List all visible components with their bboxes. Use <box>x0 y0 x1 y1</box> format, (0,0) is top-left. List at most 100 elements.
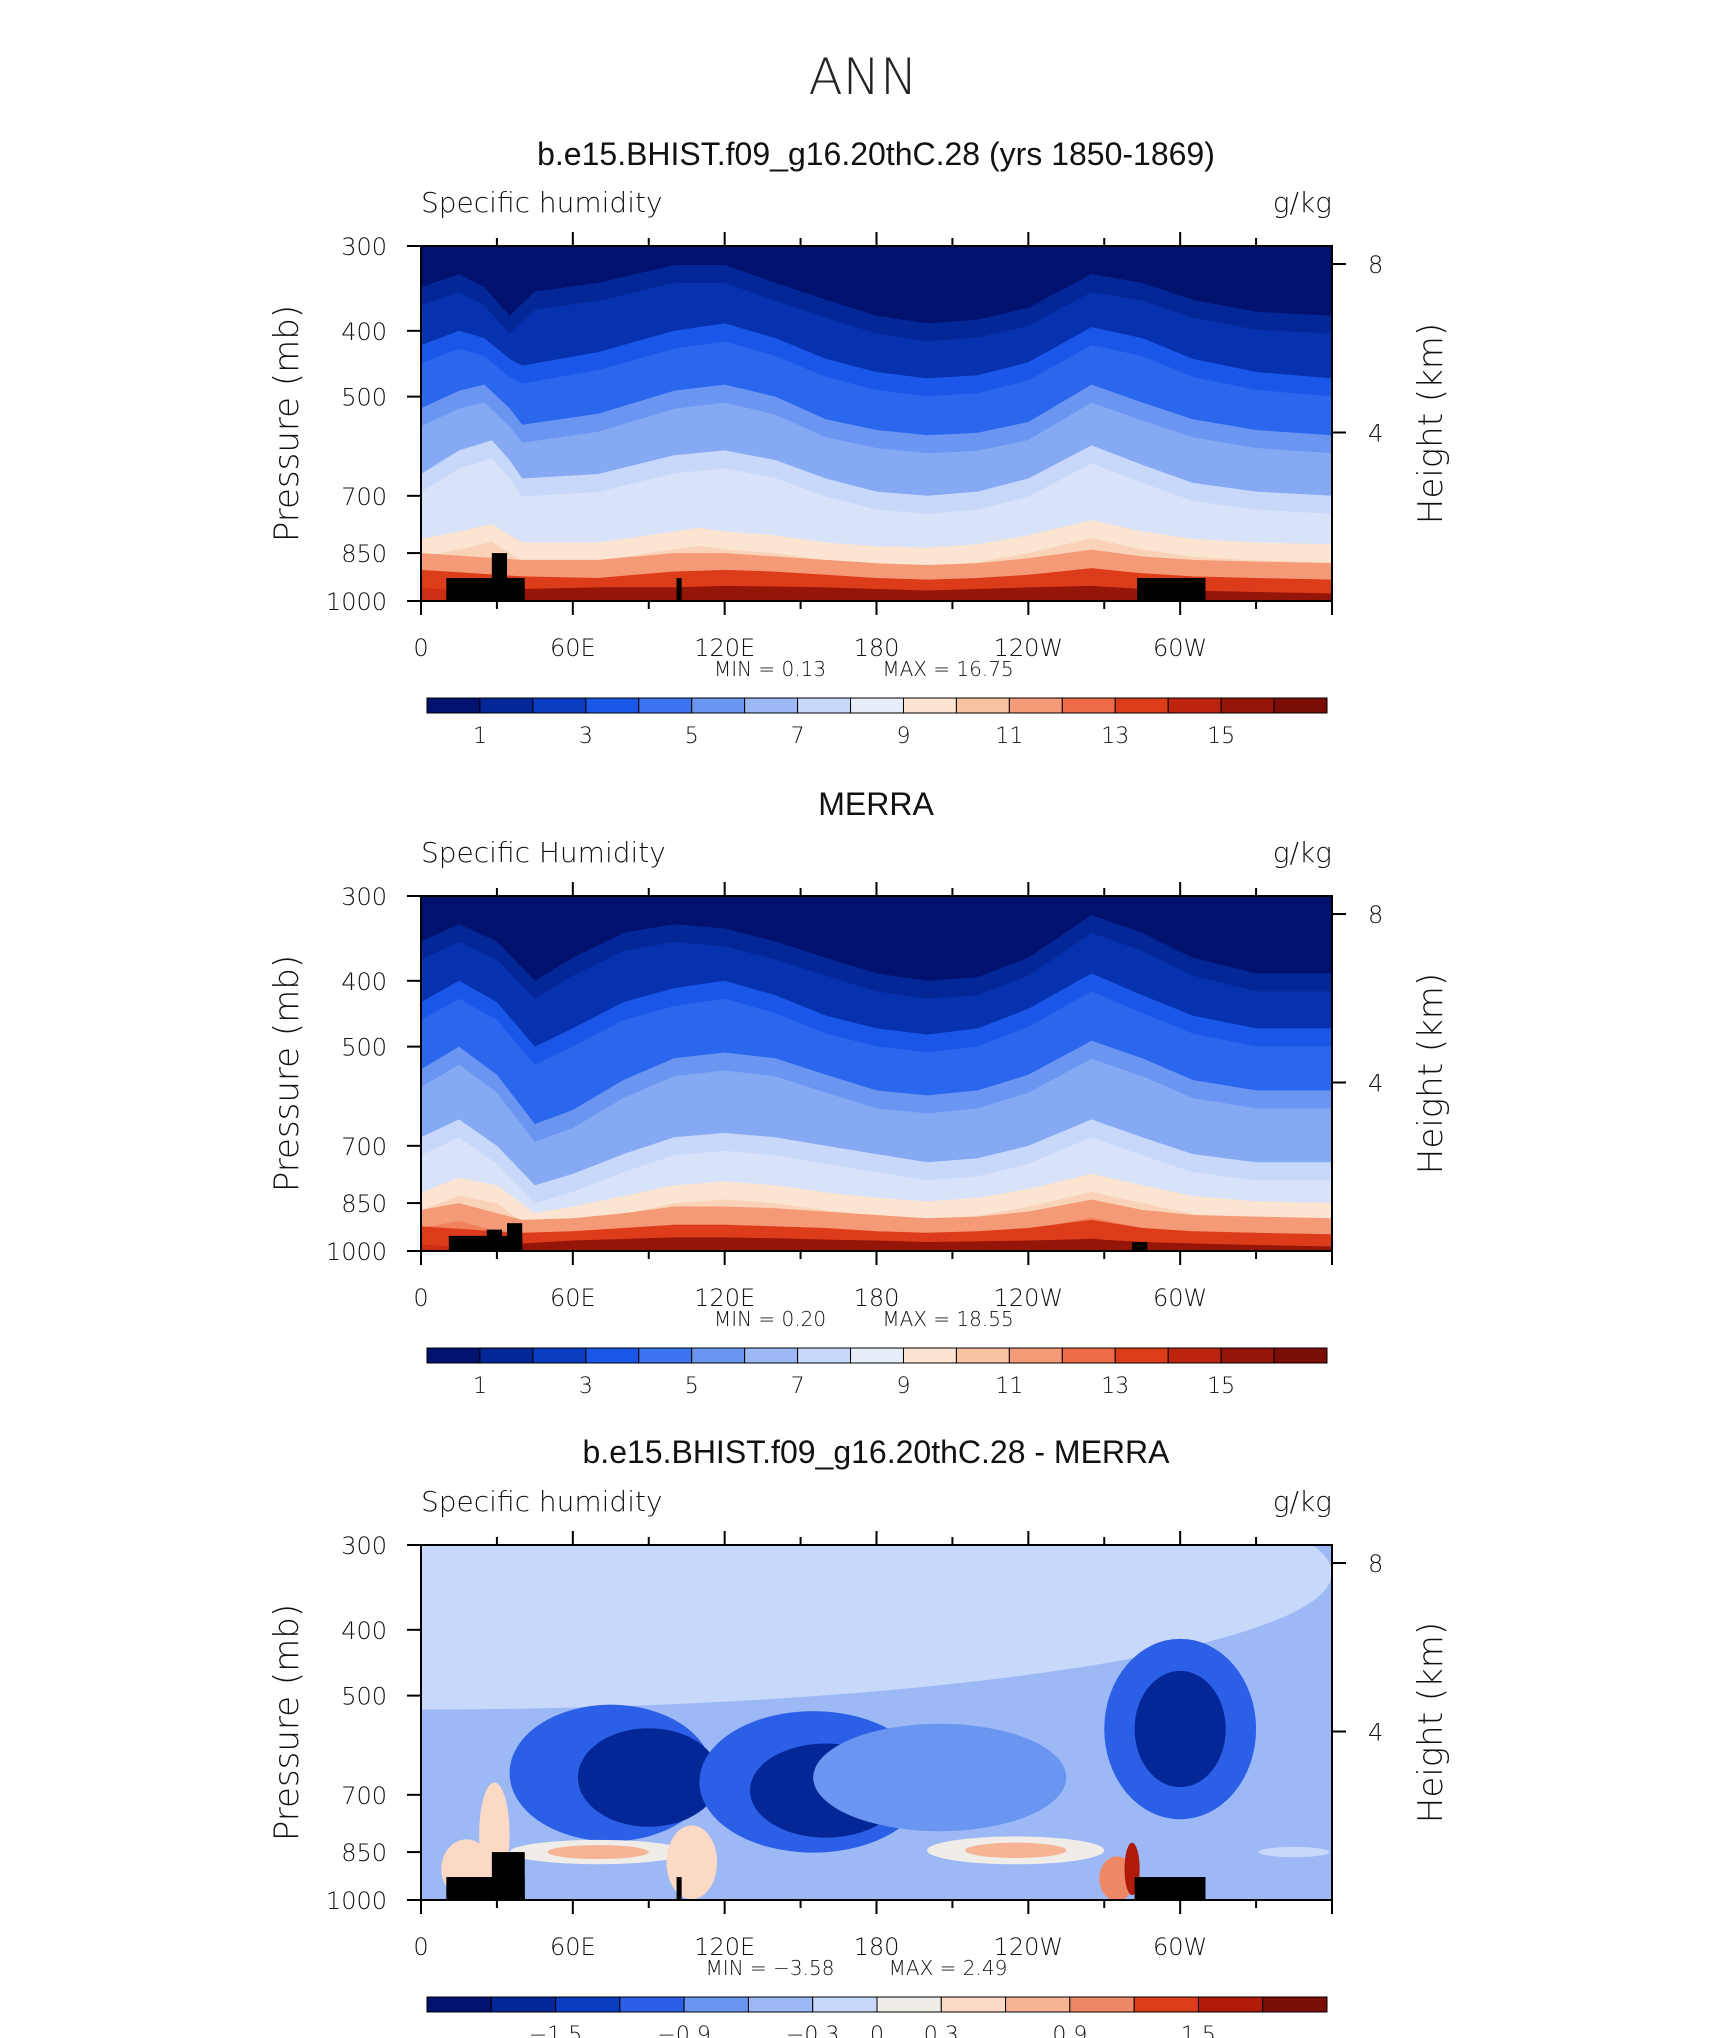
colorbar-box <box>638 697 693 714</box>
colorbar-label: 15 <box>1207 1374 1235 1399</box>
y-tick-label: 300 <box>341 883 387 911</box>
x-tick-label: 180 <box>854 634 900 662</box>
x-tick-label: 60E <box>550 634 596 662</box>
colorbar-label: 7 <box>791 1374 805 1399</box>
x-tick-label: 120E <box>694 1284 755 1312</box>
y-tick-label: 300 <box>341 1532 387 1560</box>
panel-title: MERRA <box>818 786 934 822</box>
x-tick-label: 60E <box>550 1933 596 1961</box>
colorbar-label: 9 <box>896 1374 910 1399</box>
x-tick-label: 60E <box>550 1284 596 1312</box>
y-tick-label: 700 <box>341 1782 387 1810</box>
terrain-block-1 <box>491 1852 525 1900</box>
units-label: g/kg <box>1273 1485 1332 1518</box>
min-value: MIN = −3.58 <box>706 1956 835 1980</box>
colorbar-label: 3 <box>579 1374 593 1399</box>
colorbar-label: 0.9 <box>1052 2023 1087 2038</box>
colorbar-box <box>691 1347 746 1364</box>
colorbar-label: 11 <box>995 1374 1023 1399</box>
terrain-block-3 <box>1132 1242 1148 1251</box>
colorbar-label: 7 <box>791 724 805 749</box>
x-tick-label: 120W <box>994 634 1064 662</box>
colorbar-box <box>850 1347 904 1364</box>
contour-anomaly-16 <box>666 1825 718 1900</box>
colorbar-label: −1.5 <box>529 2023 582 2038</box>
y-tick-label: 300 <box>341 233 387 261</box>
colorbar-box <box>797 1347 852 1364</box>
x-tick-label: 120W <box>994 1933 1064 1961</box>
colorbar-box <box>1167 1347 1222 1364</box>
y-tick-label: 850 <box>341 1190 387 1218</box>
colorbar-label: 9 <box>896 724 910 749</box>
colorbar-label: −0.3 <box>786 2023 839 2038</box>
x-tick-label: 60W <box>1153 1284 1207 1312</box>
plot-area <box>421 896 1332 1251</box>
colorbar-label: 15 <box>1207 724 1235 749</box>
contour-anomaly-19 <box>1258 1846 1330 1858</box>
y2-tick-label: 8 <box>1368 251 1383 279</box>
colorbar-box <box>532 697 587 714</box>
units-label: g/kg <box>1273 836 1332 869</box>
y-axis-title: Pressure (mb) <box>267 1604 307 1841</box>
colorbar-box <box>1008 1347 1063 1364</box>
terrain-block-2 <box>676 1877 682 1900</box>
plot-area <box>421 1545 1332 1900</box>
colorbar-box <box>1008 697 1063 714</box>
max-value: MAX = 2.49 <box>889 1956 1008 1980</box>
contour-fill-level-15 <box>450 585 1332 601</box>
y-tick-label: 700 <box>341 1133 387 1161</box>
colorbar-box <box>902 1347 957 1364</box>
y-tick-label: 500 <box>341 1034 387 1062</box>
y-tick-label: 1000 <box>326 1887 387 1915</box>
y2-tick-label: 4 <box>1368 1070 1383 1098</box>
colorbar-box <box>1262 1996 1328 2013</box>
contour-anomaly-2 <box>699 1545 1003 1643</box>
colorbar-box <box>691 697 746 714</box>
x-tick-label: 60W <box>1153 1933 1207 1961</box>
colorbar-box <box>797 697 852 714</box>
colorbar-label: 11 <box>995 724 1023 749</box>
colorbar-label: 5 <box>685 1374 699 1399</box>
colorbar-box <box>1061 697 1116 714</box>
y2-axis-title: Height (km) <box>1411 973 1451 1174</box>
colorbar-box <box>1273 1347 1328 1364</box>
min-value: MIN = 0.13 <box>714 657 826 681</box>
main-title: ANN <box>808 48 917 106</box>
variable-label: Specific humidity <box>421 1485 663 1518</box>
colorbar-box <box>1197 1996 1264 2013</box>
terrain-block-2 <box>676 578 682 601</box>
x-tick-label: 120E <box>694 1933 755 1961</box>
x-tick-label: 0 <box>413 634 428 662</box>
colorbar-box <box>1114 697 1169 714</box>
colorbar: 1 3 5 7 9 11 13 15 <box>426 1347 1328 1399</box>
colorbar-box <box>1069 1996 1135 2013</box>
y-tick-label: 500 <box>341 1683 387 1711</box>
units-label: g/kg <box>1273 186 1332 219</box>
colorbar-box <box>902 697 957 714</box>
y2-tick-label: 8 <box>1368 901 1383 929</box>
colorbar-box <box>1005 1996 1071 2013</box>
colorbar: −1.5 −0.9 −0.3 0 0.3 0.9 1.5 <box>426 1996 1328 2038</box>
x-tick-label: 60W <box>1153 634 1207 662</box>
colorbar-box <box>479 697 534 714</box>
colorbar-box <box>940 1996 1007 2013</box>
colorbar-box <box>955 697 1010 714</box>
y2-axis-title: Height (km) <box>1411 1622 1451 1823</box>
colorbar-box <box>1061 1347 1116 1364</box>
colorbar-label: 0.3 <box>924 2023 959 2038</box>
x-tick-label: 0 <box>413 1284 428 1312</box>
y-tick-label: 400 <box>341 1617 387 1645</box>
panel-3: b.e15.BHIST.f09_g16.20thC.28 - MERRA Spec… <box>267 1434 1451 2038</box>
terrain-block-1 <box>491 553 508 601</box>
x-tick-label: 0 <box>413 1933 428 1961</box>
contour-anomaly-1 <box>421 1545 763 1645</box>
max-value: MAX = 18.55 <box>882 1307 1013 1331</box>
y2-axis-title: Height (km) <box>1411 323 1451 524</box>
contour-anomaly-4 <box>577 1728 720 1827</box>
y-tick-label: 400 <box>341 318 387 346</box>
variable-label: Specific Humidity <box>421 836 666 869</box>
contour-anomaly-11 <box>547 1845 649 1860</box>
y2-tick-label: 8 <box>1368 1550 1383 1578</box>
colorbar-box <box>490 1996 557 2013</box>
